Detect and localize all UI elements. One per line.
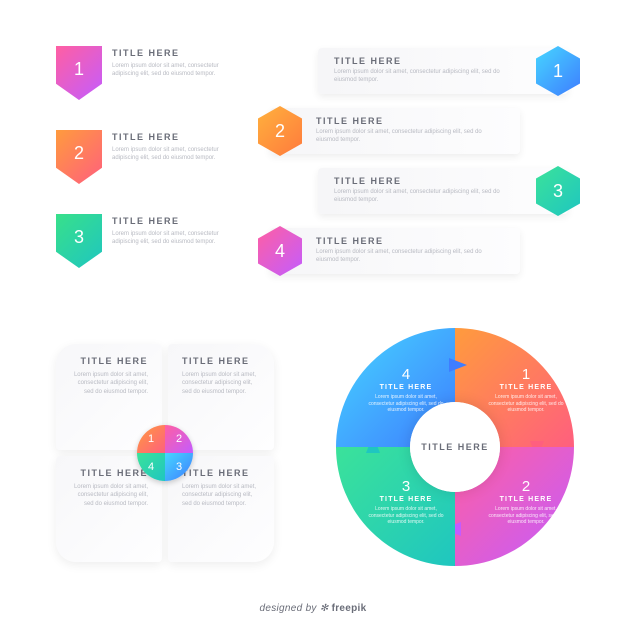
pentagon-badge: 1 <box>56 46 102 100</box>
item-body: Lorem ipsum dolor sit amet, consectetur … <box>182 483 260 508</box>
item-title: TITLE HERE <box>486 384 566 391</box>
quad-pie-slice: 4 <box>137 453 165 481</box>
item-title: TITLE HERE <box>334 176 504 186</box>
item-title: TITLE HERE <box>182 356 260 366</box>
item-title: TITLE HERE <box>316 236 486 246</box>
quad-pie-slice: 1 <box>137 425 165 453</box>
item-body: Lorem ipsum dolor sit amet, consectetur … <box>334 68 504 85</box>
donut-segment-label: 1TITLE HERE Lorem ipsum dolor sit amet, c… <box>486 366 566 414</box>
quad-pie-slice: 3 <box>165 453 193 481</box>
item-body: Lorem ipsum dolor sit amet, consectetur … <box>366 506 446 526</box>
pentagon-badge: 2 <box>56 130 102 184</box>
item-body: Lorem ipsum dolor sit amet, consectetur … <box>112 146 222 163</box>
segment-number: 2 <box>486 478 566 495</box>
hexagon-row: 2TITLE HERELorem ipsum dolor sit amet, c… <box>270 108 520 154</box>
pentagon-item: 2 TITLE HERE Lorem ipsum dolor sit amet, c… <box>56 130 236 190</box>
item-title: TITLE HERE <box>334 56 504 66</box>
segment-number: 4 <box>366 366 446 383</box>
item-body: Lorem ipsum dolor sit amet, consectetur … <box>70 371 148 396</box>
hexagon-row: 3TITLE HERELorem ipsum dolor sit amet, c… <box>318 168 568 214</box>
hexagon-badge: 1 <box>536 46 580 96</box>
item-title: TITLE HERE <box>316 116 486 126</box>
item-title: TITLE HERE <box>70 356 148 366</box>
item-body: Lorem ipsum dolor sit amet, consectetur … <box>334 188 504 205</box>
item-body: Lorem ipsum dolor sit amet, consectetur … <box>486 394 566 414</box>
pentagon-badge: 3 <box>56 214 102 268</box>
hexagon-badge: 3 <box>536 166 580 216</box>
item-title: TITLE HERE <box>112 48 222 58</box>
segment-number: 3 <box>366 478 446 495</box>
item-title: TITLE HERE <box>366 496 446 503</box>
item-title: TITLE HERE <box>112 216 222 226</box>
pentagon-item: 1 TITLE HERE Lorem ipsum dolor sit amet, c… <box>56 46 236 106</box>
item-body: Lorem ipsum dolor sit amet, consectetur … <box>316 128 486 145</box>
item-title: TITLE HERE <box>366 384 446 391</box>
item-body: Lorem ipsum dolor sit amet, consectetur … <box>182 371 260 396</box>
donut-segment-label: 3TITLE HERE Lorem ipsum dolor sit amet, c… <box>366 478 446 526</box>
hexagon-row: 4TITLE HERELorem ipsum dolor sit amet, c… <box>270 228 520 274</box>
quad-center-pie: 1243 <box>137 425 193 481</box>
item-body: Lorem ipsum dolor sit amet, consectetur … <box>316 248 486 265</box>
hexagon-badge: 4 <box>258 226 302 276</box>
item-title: TITLE HERE <box>182 468 260 478</box>
hexagon-badge: 2 <box>258 106 302 156</box>
freepik-logo-icon: ✻ <box>320 603 332 614</box>
quad-pie-slice: 2 <box>165 425 193 453</box>
pentagon-item: 3 TITLE HERE Lorem ipsum dolor sit amet, c… <box>56 214 236 274</box>
item-body: Lorem ipsum dolor sit amet, consectetur … <box>366 394 446 414</box>
item-title: TITLE HERE <box>112 132 222 142</box>
quad-matrix: TITLE HERE Lorem ipsum dolor sit amet, co… <box>56 344 274 562</box>
attribution: designed by ✻ freepik <box>0 603 626 614</box>
item-body: Lorem ipsum dolor sit amet, consectetur … <box>70 483 148 508</box>
item-body: Lorem ipsum dolor sit amet, consectetur … <box>112 230 222 247</box>
item-body: Lorem ipsum dolor sit amet, consectetur … <box>112 62 222 79</box>
attribution-prefix: designed by <box>260 603 320 614</box>
attribution-brand: freepik <box>332 603 367 614</box>
hexagon-row: 1TITLE HERELorem ipsum dolor sit amet, c… <box>318 48 568 94</box>
segment-number: 1 <box>486 366 566 383</box>
donut-center-label: TITLE HERE <box>421 442 489 452</box>
donut-segment-label: 2TITLE HERE Lorem ipsum dolor sit amet, c… <box>486 478 566 526</box>
item-title: TITLE HERE <box>486 496 566 503</box>
item-body: Lorem ipsum dolor sit amet, consectetur … <box>486 506 566 526</box>
donut-cycle: TITLE HERE 1TITLE HERELorem ipsum dolor … <box>336 328 574 566</box>
donut-segment-label: 4TITLE HERE Lorem ipsum dolor sit amet, c… <box>366 366 446 414</box>
